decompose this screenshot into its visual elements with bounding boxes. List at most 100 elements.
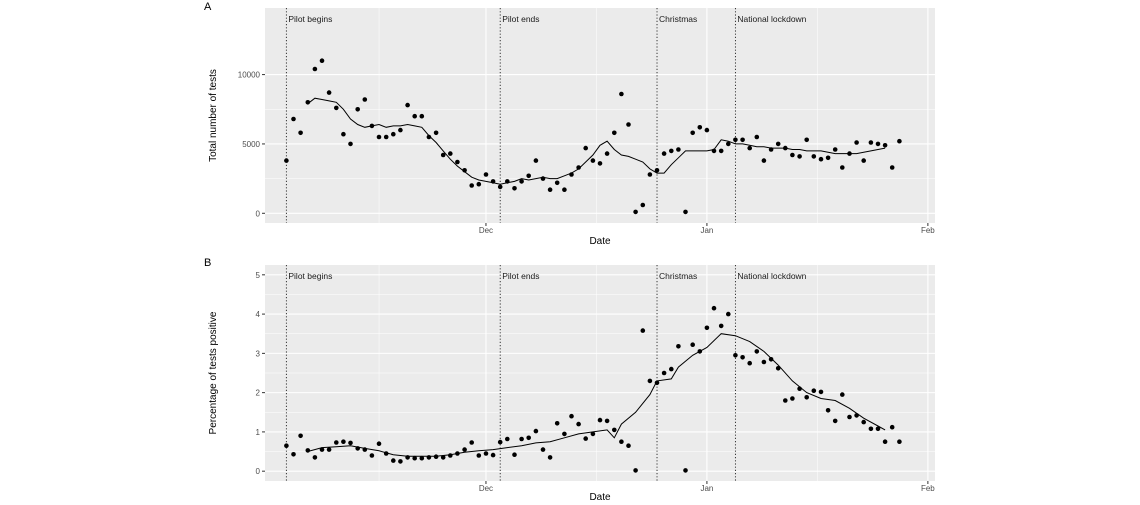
data-point	[718, 323, 724, 329]
data-point	[462, 447, 467, 452]
data-point	[469, 440, 475, 445]
data-point	[369, 453, 375, 458]
data-point	[376, 441, 382, 447]
data-point	[348, 440, 353, 446]
data-point	[604, 418, 610, 424]
data-point	[391, 131, 396, 137]
data-point	[455, 451, 460, 456]
data-point	[633, 209, 638, 215]
x-tick-label: Feb	[921, 484, 935, 493]
plot-panel	[265, 8, 935, 223]
data-point	[604, 151, 610, 156]
trend-line	[307, 97, 886, 185]
data-point	[312, 66, 318, 72]
data-point	[740, 355, 745, 360]
x-tick-label: Jan	[700, 226, 713, 235]
event-label: Pilot begins	[288, 14, 332, 24]
data-point	[597, 161, 603, 166]
panel-label: A	[204, 1, 212, 13]
event-label: Christmas	[659, 14, 697, 24]
data-point	[426, 134, 432, 140]
x-axis-title: Date	[589, 492, 611, 500]
data-point	[597, 417, 603, 423]
data-point	[854, 140, 859, 145]
data-point	[440, 455, 446, 460]
data-point	[619, 91, 624, 97]
data-point	[554, 180, 560, 186]
data-point	[483, 172, 489, 177]
data-point	[519, 179, 524, 184]
data-point	[540, 447, 546, 452]
data-point	[562, 431, 567, 437]
data-point	[440, 152, 446, 158]
data-point	[348, 141, 353, 147]
data-point	[633, 468, 638, 473]
data-point	[740, 137, 745, 143]
data-point	[540, 176, 546, 181]
x-tick-label: Dec	[479, 484, 493, 493]
data-point	[861, 419, 866, 425]
data-point	[683, 209, 688, 215]
data-point	[412, 455, 418, 461]
data-point	[298, 433, 303, 439]
data-point	[391, 458, 396, 463]
data-point	[569, 172, 574, 177]
data-point	[754, 349, 760, 354]
data-point	[590, 158, 596, 163]
data-point	[612, 130, 617, 136]
panel-a: 0 5000 10000 Dec Jan Feb Pilot begins Pilot end…	[204, 1, 935, 247]
y-tick-label: 5	[256, 271, 261, 280]
data-point	[711, 148, 717, 154]
panel-label: B	[204, 257, 211, 269]
data-point	[291, 452, 296, 457]
data-point	[483, 451, 489, 456]
data-point	[383, 134, 389, 140]
data-point	[676, 344, 681, 349]
data-point	[654, 380, 660, 386]
data-point	[882, 439, 888, 445]
data-point	[818, 389, 824, 395]
data-point	[626, 122, 631, 127]
data-point	[341, 439, 346, 445]
y-tick-label: 3	[256, 349, 261, 358]
data-point	[832, 147, 838, 152]
event-label: National lockdown	[737, 271, 806, 281]
y-tick-label: 1	[256, 428, 261, 437]
data-point	[512, 452, 517, 458]
data-point	[661, 370, 667, 376]
data-point	[490, 179, 496, 184]
data-point	[747, 360, 752, 366]
data-point	[704, 127, 710, 133]
panel-b: 0 1 2 3 4 5 Dec Jan Feb Pilot begins Pilot ends Chr…	[204, 257, 935, 503]
data-point	[654, 168, 660, 173]
event-label: Pilot ends	[502, 271, 539, 281]
data-point	[840, 165, 845, 170]
data-point	[690, 130, 695, 136]
data-point	[341, 131, 346, 137]
data-point	[847, 151, 852, 156]
data-point	[661, 151, 667, 156]
data-point	[505, 179, 510, 184]
data-point	[426, 455, 432, 460]
data-point	[419, 455, 425, 461]
data-point	[761, 359, 767, 365]
data-point	[383, 451, 389, 456]
data-point	[448, 151, 453, 156]
data-point	[355, 446, 361, 451]
data-point	[533, 158, 539, 163]
data-point	[526, 173, 531, 179]
data-point	[469, 183, 475, 188]
data-point	[398, 127, 403, 133]
data-point	[718, 148, 724, 154]
event-label: Christmas	[659, 271, 697, 281]
data-point	[462, 168, 467, 173]
data-point	[326, 90, 332, 95]
data-point	[790, 152, 795, 158]
data-point	[526, 435, 531, 441]
data-point	[804, 137, 809, 143]
data-point	[726, 141, 731, 147]
data-point	[554, 421, 560, 426]
data-point	[797, 154, 802, 159]
data-point	[697, 125, 703, 130]
data-point	[897, 138, 902, 144]
